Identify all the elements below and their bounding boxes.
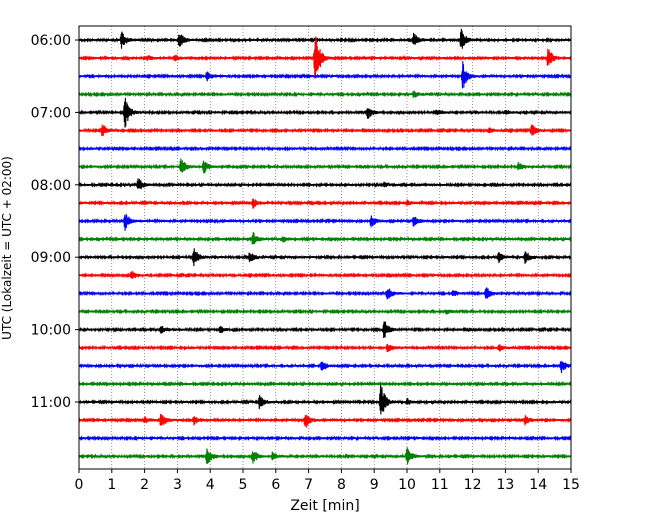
y-tick-label: 09:00 (31, 250, 71, 266)
y-axis-label: UTC (Lokalzeit = UTC + 02:00) (0, 156, 14, 340)
x-tick-label: 3 (173, 477, 182, 493)
x-tick-label: 5 (239, 477, 248, 493)
x-tick-label: 0 (75, 477, 84, 493)
trace-line (78, 178, 572, 190)
trace-line (78, 61, 572, 89)
x-axis-ticks: 0 1 2 3 4 5 6 7 8 9 10 11 12 13 14 15 (75, 469, 580, 493)
y-tick-label: 08:00 (31, 178, 71, 194)
x-tick-label: 9 (370, 477, 379, 493)
x-tick-label: 6 (271, 477, 280, 493)
plot-frame (78, 25, 572, 470)
y-tick-label: 11:00 (31, 395, 71, 411)
x-tick-label: 4 (206, 477, 215, 493)
x-tick-label: 8 (337, 477, 346, 493)
y-tick-label: 06:00 (31, 33, 71, 49)
trace-line (78, 232, 572, 245)
x-tick-label: 11 (431, 477, 449, 493)
x-tick-label: 7 (304, 477, 313, 493)
x-axis-label: Zeit [min] (290, 498, 359, 514)
trace-line (78, 213, 572, 231)
x-tick-label: 13 (496, 477, 514, 493)
x-tick-label: 15 (562, 477, 580, 493)
x-tick-label: 10 (398, 477, 416, 493)
trace-line (78, 385, 572, 415)
x-tick-label: 12 (464, 477, 482, 493)
y-axis-ticks: 06:00 07:00 08:00 09:00 10:00 11:00 (31, 33, 79, 411)
x-tick-label: 1 (107, 477, 116, 493)
y-tick-label: 10:00 (31, 323, 71, 339)
y-tick-label: 07:00 (31, 105, 71, 121)
x-tick-label: 14 (529, 477, 547, 493)
seismic-traces (78, 28, 572, 465)
trace-line (78, 360, 572, 374)
trace-line (78, 28, 572, 49)
x-tick-label: 2 (140, 477, 149, 493)
